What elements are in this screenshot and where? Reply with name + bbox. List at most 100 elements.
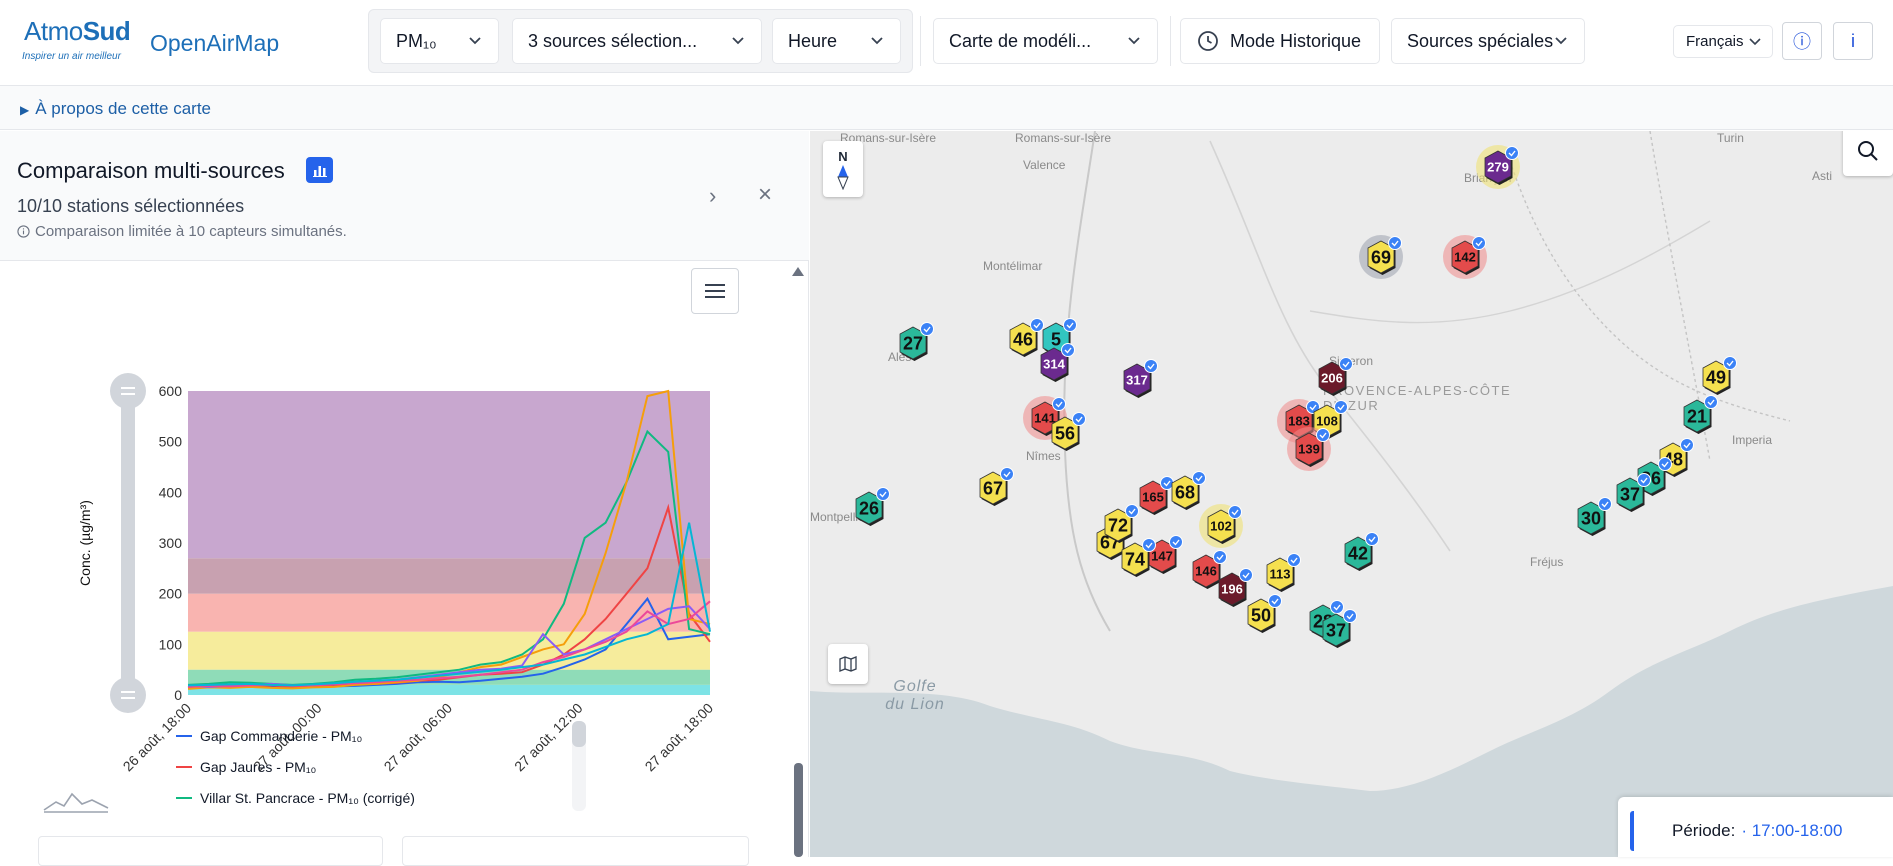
- handle-grip-icon: [121, 691, 135, 699]
- sources-select[interactable]: 3 sources sélection...: [512, 18, 762, 64]
- station-marker[interactable]: 49: [1694, 355, 1738, 404]
- station-marker[interactable]: 67: [971, 466, 1015, 515]
- map-layers-button[interactable]: [828, 644, 868, 684]
- y-tick-label: 500: [159, 434, 183, 450]
- legend-item[interactable]: Gap Jaures - PM₁₀: [176, 759, 316, 775]
- station-marker[interactable]: 27: [891, 321, 935, 370]
- about-i-button[interactable]: i: [1833, 22, 1873, 60]
- station-marker[interactable]: 317: [1115, 358, 1159, 407]
- chevron-down-icon: [1555, 37, 1567, 45]
- divider: [920, 16, 921, 66]
- history-mode-button[interactable]: Mode Historique: [1180, 18, 1380, 64]
- atmosud-logo[interactable]: AtmoSud Inspirer un air meilleur: [20, 16, 140, 66]
- y-range-track: [121, 391, 135, 695]
- legend-item[interactable]: Gap Commanderie - PM₁₀: [176, 728, 362, 744]
- station-marker[interactable]: 56: [1043, 411, 1087, 460]
- special-sources-select[interactable]: Sources spéciales: [1391, 18, 1585, 64]
- threshold-band: [188, 593, 710, 632]
- info-button[interactable]: ⓘ: [1782, 22, 1822, 60]
- panel-title: Comparaison multi-sources: [17, 158, 285, 183]
- close-icon[interactable]: ×: [758, 181, 773, 208]
- y-tick-label: 400: [159, 484, 183, 500]
- panel-note-text: Comparaison limitée à 10 capteurs simult…: [35, 223, 347, 240]
- legend-scroll-thumb[interactable]: [572, 721, 586, 747]
- chart-area: 0 100 200 300 400 500 600 Conc. (µg/m³) 26 août,…: [0, 261, 790, 857]
- station-marker[interactable]: 74: [1113, 537, 1157, 586]
- info-circle-icon: [17, 225, 30, 238]
- card-stub: [38, 836, 383, 866]
- svg-text:165: 165: [1142, 490, 1164, 505]
- station-marker[interactable]: 69: [1359, 235, 1403, 284]
- svg-text:108: 108: [1316, 414, 1338, 429]
- station-marker[interactable]: 30: [1569, 496, 1613, 545]
- legend-item[interactable]: Villar St. Pancrace - PM₁₀ (corrigé): [176, 790, 415, 806]
- station-marker[interactable]: 165: [1131, 475, 1175, 524]
- threshold-band: [188, 558, 710, 594]
- station-marker[interactable]: 102: [1199, 504, 1243, 553]
- station-marker[interactable]: 37: [1314, 608, 1358, 657]
- app-title: OpenAirMap: [150, 30, 280, 56]
- scroll-up-icon[interactable]: [792, 267, 804, 276]
- about-toggle[interactable]: ▶ À propos de cette carte: [20, 99, 211, 119]
- legend-label: Gap Commanderie - PM₁₀: [200, 728, 363, 744]
- station-marker[interactable]: 147: [1140, 534, 1184, 583]
- place-label: Romans-sur-Isère: [840, 131, 937, 145]
- station-marker[interactable]: 72: [1096, 503, 1140, 552]
- logo-tagline: Inspirer un air meilleur: [22, 51, 121, 62]
- station-marker[interactable]: 146: [1184, 549, 1228, 598]
- station-marker[interactable]: 46: [1001, 317, 1045, 366]
- station-marker[interactable]: 68: [1163, 470, 1207, 519]
- period-display[interactable]: Période: · 17:00-18:00: [1630, 811, 1880, 851]
- chevron-right-icon[interactable]: ›: [709, 183, 717, 208]
- language-select[interactable]: Français: [1673, 25, 1773, 58]
- station-marker[interactable]: 196: [1210, 567, 1254, 616]
- station-marker[interactable]: 314: [1032, 342, 1076, 391]
- threshold-band: [188, 684, 710, 695]
- station-marker[interactable]: 26: [847, 486, 891, 535]
- station-marker[interactable]: 139: [1287, 427, 1331, 476]
- station-marker[interactable]: 113: [1258, 552, 1302, 601]
- info-circle-icon: ⓘ: [1793, 32, 1811, 52]
- station-marker[interactable]: 37: [1608, 472, 1652, 521]
- svg-text:317: 317: [1126, 373, 1148, 388]
- station-marker[interactable]: 142: [1443, 235, 1487, 284]
- card-stub: [402, 836, 749, 866]
- scroll-thumb[interactable]: [794, 763, 803, 857]
- compass-button[interactable]: N: [823, 141, 863, 197]
- svg-text:37: 37: [1620, 484, 1640, 504]
- chart-menu-button[interactable]: [691, 268, 739, 314]
- map[interactable]: Romans-sur-Isère Romans-sur-Isère Valenc…: [810, 131, 1893, 857]
- svg-text:30: 30: [1581, 508, 1601, 528]
- place-label: Valence: [1023, 158, 1066, 172]
- station-marker[interactable]: 21: [1675, 394, 1719, 443]
- svg-text:27: 27: [903, 333, 923, 353]
- legend-swatch: [176, 797, 192, 799]
- y-tick-label: 100: [159, 636, 183, 652]
- y-range-handle: [110, 677, 146, 713]
- bar-chart-icon[interactable]: [306, 157, 333, 183]
- chevron-down-icon: [732, 37, 744, 45]
- station-marker[interactable]: 206: [1310, 356, 1354, 405]
- time-step-value: Heure: [788, 30, 838, 51]
- station-marker[interactable]: 108: [1305, 399, 1349, 448]
- station-marker[interactable]: 50: [1239, 593, 1283, 642]
- time-step-select[interactable]: Heure: [772, 18, 901, 64]
- svg-text:50: 50: [1251, 605, 1271, 625]
- history-mode-label: Mode Historique: [1230, 30, 1362, 51]
- legend-scrollbar[interactable]: [572, 721, 586, 811]
- pollutant-select[interactable]: PM₁₀: [380, 18, 499, 64]
- svg-text:142: 142: [1454, 250, 1476, 265]
- map-type-select[interactable]: Carte de modéli...: [933, 18, 1158, 64]
- map-icon: [839, 656, 857, 672]
- threshold-band: [188, 631, 710, 670]
- y-range-handle: [110, 373, 146, 409]
- logo-wordmark: AtmoSud: [24, 16, 131, 46]
- station-marker[interactable]: 279: [1476, 145, 1520, 194]
- map-search-button[interactable]: [1843, 131, 1893, 176]
- sources-value: 3 sources sélection...: [528, 30, 698, 51]
- station-marker[interactable]: 42: [1336, 531, 1380, 580]
- about-bar: ▶ À propos de cette carte: [0, 86, 1893, 130]
- panel-scrollbar[interactable]: [792, 261, 806, 857]
- svg-text:46: 46: [1013, 329, 1033, 349]
